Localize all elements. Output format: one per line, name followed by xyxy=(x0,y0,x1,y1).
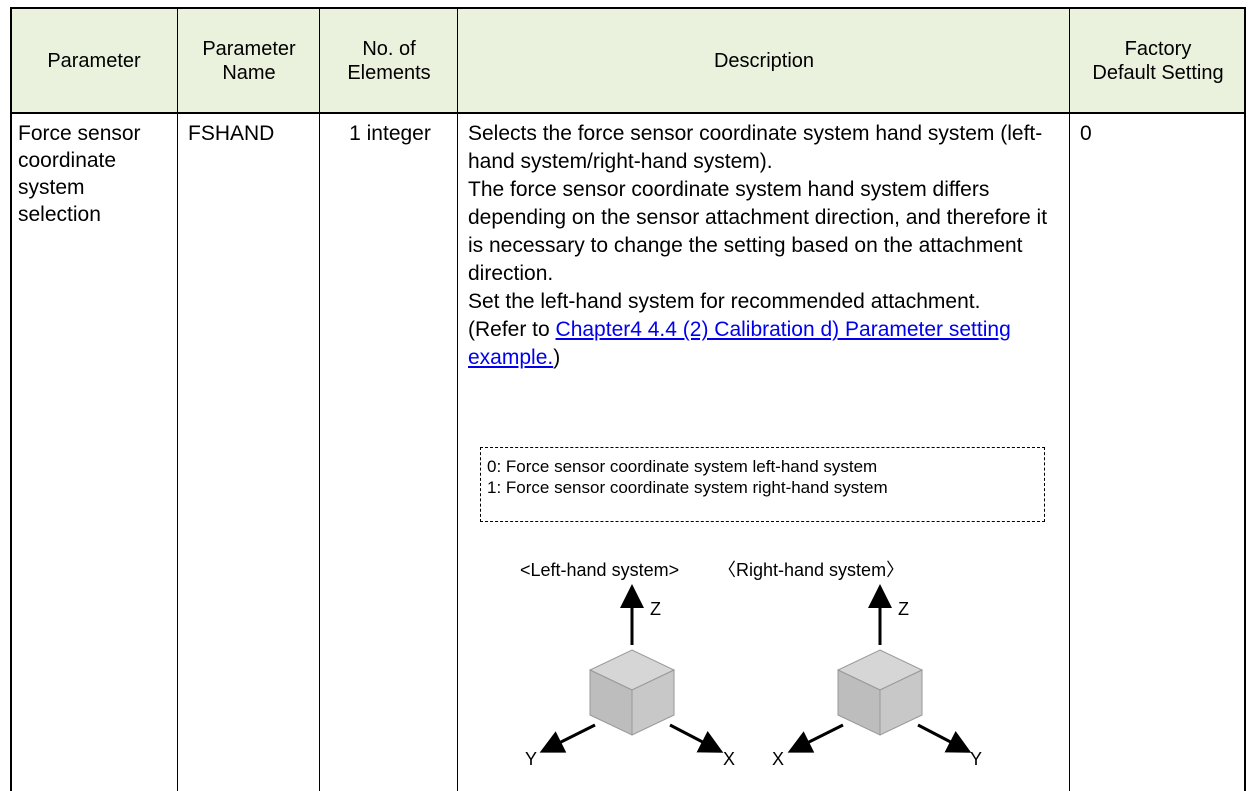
axis-label: Z xyxy=(898,599,909,619)
header-cell: Factory Default Setting xyxy=(1070,8,1246,113)
border xyxy=(10,8,12,791)
options-box: 0: Force sensor coordinate system left-h… xyxy=(480,447,1045,522)
axis-label: X xyxy=(772,749,784,769)
paragraph: Set the left-hand system for recommended… xyxy=(468,290,981,313)
header-text: Default Setting xyxy=(1092,61,1224,84)
header-text: Description xyxy=(713,49,815,72)
border xyxy=(319,8,320,791)
border xyxy=(10,7,1246,9)
border xyxy=(10,112,1246,114)
header-text: Elements xyxy=(347,61,431,84)
header-cell: No. of Elements xyxy=(320,8,458,113)
header-text: Factory xyxy=(1124,37,1192,60)
cube-right xyxy=(787,584,972,753)
default: 0 xyxy=(1080,122,1092,145)
paragraph: The force sensor coordinate system hand … xyxy=(468,178,1048,285)
header-cell: Parameter xyxy=(10,8,178,113)
border xyxy=(177,8,178,791)
parameter-name: FSHAND xyxy=(188,122,275,145)
option: 0: Force sensor coordinate system left-h… xyxy=(487,457,878,476)
elements: 1 integer xyxy=(349,122,431,145)
border xyxy=(457,8,458,791)
figure-title: 〈Right-hand system〉 xyxy=(718,560,904,580)
header-cell: Parameter Name xyxy=(178,8,320,113)
header-cell: Description xyxy=(458,8,1070,113)
figure: <Left-hand system> Z Y X 〈Right-hand sys… xyxy=(520,560,982,769)
axis-label: Y xyxy=(525,749,537,769)
axis-label: Z xyxy=(650,599,661,619)
header-text: Parameter xyxy=(47,49,141,72)
border xyxy=(1069,8,1070,791)
paragraph: Selects the force sensor coordinate syst… xyxy=(468,122,1043,173)
option: 1: Force sensor coordinate system right-… xyxy=(487,478,888,497)
link[interactable]: Chapter4 4.4 (2) Calibration d) Paramete… xyxy=(468,318,1011,369)
border xyxy=(1244,8,1246,791)
header-text: No. of xyxy=(362,37,416,60)
axis-label: X xyxy=(723,749,735,769)
header-text: Parameter xyxy=(202,37,296,60)
description: Selects the force sensor coordinate syst… xyxy=(460,120,1060,372)
parameter: Force sensor coordinate system selection xyxy=(18,122,141,226)
axis-label: Y xyxy=(970,749,982,769)
reference: (Refer to Chapter4 4.4 (2) Calibration d… xyxy=(468,316,1052,372)
header-text: Name xyxy=(222,61,276,84)
text: (Refer to xyxy=(468,318,556,341)
text: ) xyxy=(553,346,561,369)
cube-left xyxy=(539,584,724,753)
figure-title: <Left-hand system> xyxy=(520,560,679,580)
